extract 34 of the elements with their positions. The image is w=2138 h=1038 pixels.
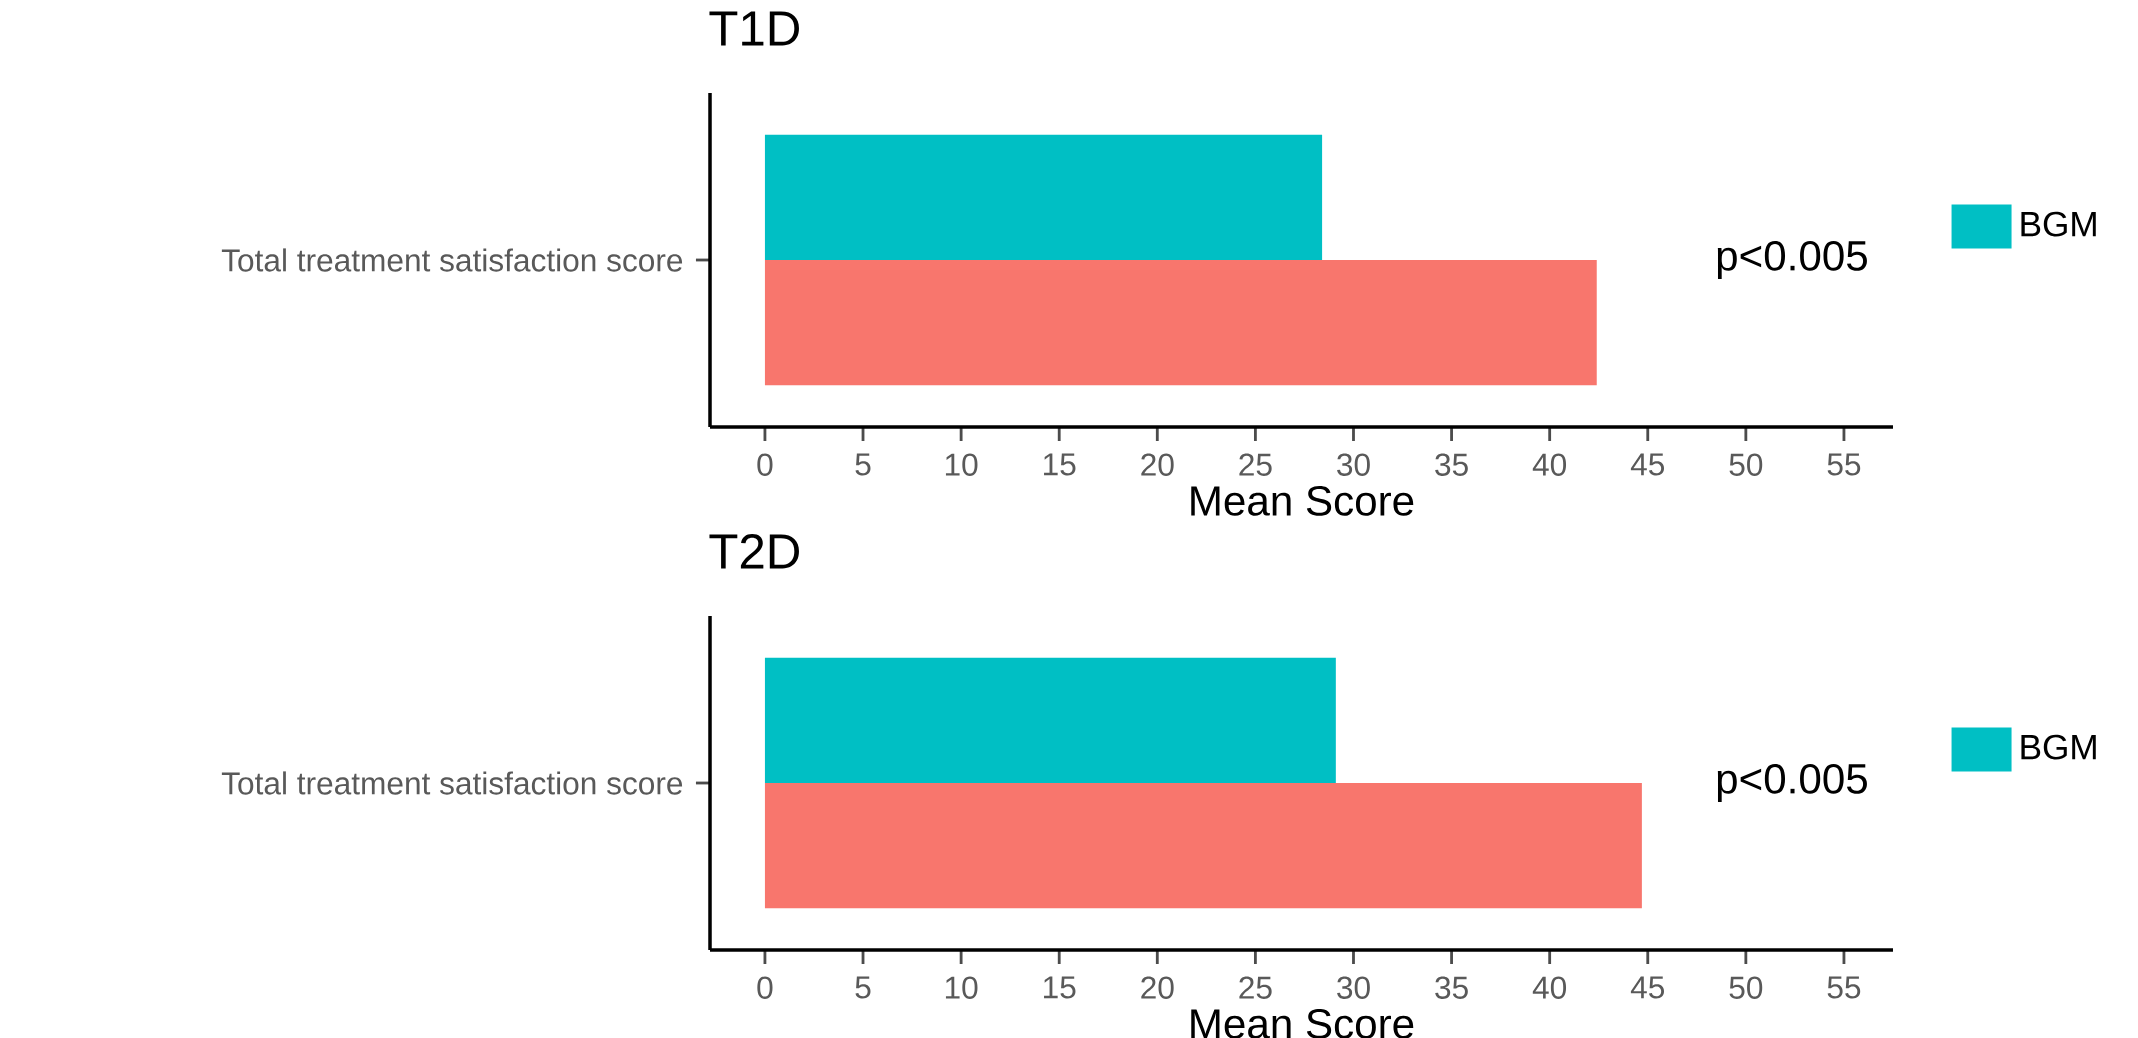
x-tick-label: 20 xyxy=(1141,453,1174,476)
x-tick-label: 10 xyxy=(945,976,978,999)
x-tick-label: 30 xyxy=(1337,453,1370,476)
annotation: p<0.005 xyxy=(1717,763,1867,803)
x-axis-title: Mean Score xyxy=(1191,1008,1414,1038)
x-tick-label: 55 xyxy=(1827,976,1861,999)
x-tick-label: 35 xyxy=(1435,976,1468,999)
legend-label: BGM xyxy=(2021,734,2096,760)
x-tick-label: 35 xyxy=(1435,453,1468,476)
chart-title: T1D xyxy=(709,11,799,46)
x-tick-label: 10 xyxy=(945,453,978,476)
x-tick-label: 25 xyxy=(1239,453,1272,476)
x-tick-label: 5 xyxy=(855,453,871,476)
x-tick-label: 5 xyxy=(855,976,871,999)
x-tick-label: 15 xyxy=(1044,453,1076,476)
x-tick-label: 0 xyxy=(757,976,773,999)
y-tick-label: Total treatment satisfaction score xyxy=(221,771,683,795)
x-tick-label: 15 xyxy=(1044,976,1076,999)
x-axis-title: Mean Score xyxy=(1191,485,1414,516)
x-tick-label: 50 xyxy=(1729,976,1763,999)
x-tick-label: 25 xyxy=(1239,976,1272,999)
x-tick-label: 45 xyxy=(1630,453,1665,476)
chart-title: T2D xyxy=(709,534,799,569)
x-tick-label: 40 xyxy=(1532,976,1567,999)
annotation: p<0.005 xyxy=(1717,240,1867,280)
x-tick-label: 55 xyxy=(1827,453,1861,476)
y-tick-label: Total treatment satisfaction score xyxy=(221,248,683,272)
x-tick-label: 0 xyxy=(757,453,773,476)
legend-label: BGM xyxy=(2021,211,2096,237)
x-tick-label: 45 xyxy=(1630,976,1665,999)
x-tick-label: 30 xyxy=(1337,976,1370,999)
x-tick-label: 40 xyxy=(1532,453,1567,476)
x-tick-label: 50 xyxy=(1729,453,1763,476)
x-tick-label: 20 xyxy=(1141,976,1174,999)
